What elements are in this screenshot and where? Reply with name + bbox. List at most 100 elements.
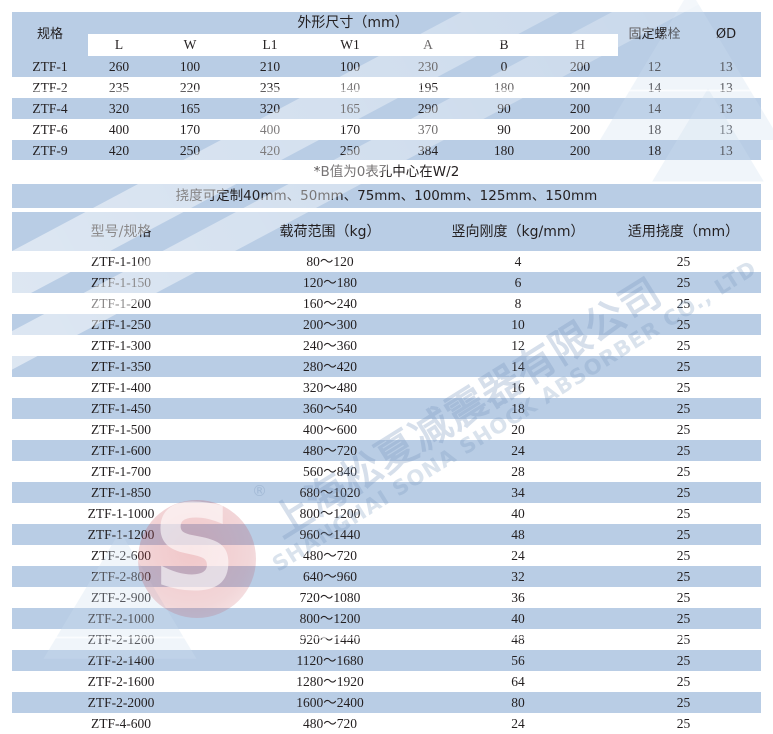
table-row: ZTF-1-600 480～720 24 25 (12, 440, 761, 461)
cell-B: 90 (497, 121, 511, 137)
table-row: ZTF-6 400 170 400 170 370 90 200 18 13 (12, 119, 762, 140)
cell-load: 240～360 (303, 337, 357, 353)
cell-B: 0 (500, 58, 508, 74)
cell-load: 560～840 (303, 463, 357, 479)
cell-stiffness: 40 (511, 505, 525, 521)
table-row: ZTF-1-150 120～180 6 25 (12, 272, 761, 293)
cell-model: ZTF-1-400 (91, 379, 151, 395)
cell-A: 384 (417, 142, 439, 158)
cell-B: 180 (493, 79, 515, 95)
cell-model: ZTF-1-300 (91, 337, 151, 353)
cell-W: 250 (179, 142, 201, 158)
cell-load: 280～420 (303, 358, 357, 374)
cell-stiffness: 40 (511, 610, 525, 626)
cell-B: 90 (497, 100, 511, 116)
table-row: ZTF-1 260 100 210 100 230 0 200 12 13 (12, 56, 762, 77)
table-row: ZTF-1-500 400～600 20 25 (12, 419, 761, 440)
table-row: ZTF-2-1200 920～1440 48 25 (12, 629, 761, 650)
cell-A: 370 (417, 121, 439, 137)
header-fixing-bolt: 固定螺栓 (618, 12, 692, 56)
cell-load: 480～720 (303, 547, 357, 563)
cell-L1: 420 (259, 142, 281, 158)
cell-L: 420 (108, 142, 130, 158)
cell-deflection: 25 (676, 358, 691, 374)
cell-load: 720～1080 (299, 589, 361, 605)
cell-load: 480～720 (303, 442, 357, 458)
cell-H: 200 (569, 142, 591, 158)
cell-W1: 250 (339, 142, 361, 158)
table-row: ZTF-1-850 680～1020 34 25 (12, 482, 761, 503)
subheader-A: A (390, 34, 466, 56)
cell-stiffness: 14 (511, 358, 525, 374)
cell-deflection: 25 (676, 631, 691, 647)
cell-L: 320 (108, 100, 130, 116)
cell-stiffness: 80 (511, 694, 525, 710)
header-outline-dimensions: 外形尺寸（mm） (88, 12, 619, 34)
cell-W: 170 (179, 121, 201, 137)
cell-model: ZTF-2-2000 (87, 694, 155, 710)
cell-dia: 13 (719, 142, 733, 158)
cell-spec: ZTF-2 (32, 79, 68, 95)
table-row: ZTF-2-1000 800～1200 40 25 (12, 608, 761, 629)
cell-deflection: 25 (676, 610, 691, 626)
note-custom-deflection: 挠度可定制40mm、50mm、75mm、100mm、125mm、150mm (12, 184, 761, 208)
header-load-range: 载荷范围（kg） (279, 223, 381, 240)
table-row: ZTF-2-600 480～720 24 25 (12, 545, 761, 566)
cell-stiffness: 56 (511, 652, 525, 668)
cell-load: 80～120 (306, 253, 354, 269)
cell-stiffness: 34 (511, 484, 525, 500)
cell-W: 165 (179, 100, 201, 116)
cell-L1: 235 (259, 79, 281, 95)
cell-deflection: 25 (676, 526, 691, 542)
cell-spec: ZTF-6 (32, 121, 68, 137)
cell-stiffness: 28 (511, 463, 525, 479)
load-table: 型号/规格 载荷范围（kg） 竖向刚度（kg/mm） 适用挠度（mm） ZTF-… (12, 212, 761, 734)
cell-model: ZTF-1-250 (91, 316, 151, 332)
cell-stiffness: 36 (511, 589, 525, 605)
header-vertical-stiffness: 竖向刚度（kg/mm） (451, 223, 585, 240)
cell-deflection: 25 (676, 463, 691, 479)
cell-deflection: 25 (676, 505, 691, 521)
subheader-L1: L1 (230, 34, 310, 56)
cell-stiffness: 64 (511, 673, 525, 689)
cell-model: ZTF-2-1600 (87, 673, 155, 689)
cell-model: ZTF-1-150 (91, 274, 151, 290)
cell-deflection: 25 (676, 589, 691, 605)
cell-load: 800～1200 (299, 610, 361, 626)
table-row: ZTF-1-300 240～360 12 25 (12, 335, 761, 356)
table-row: ZTF-2-1400 1120～1680 56 25 (12, 650, 761, 671)
cell-dia: 13 (719, 121, 733, 137)
cell-bolt: 14 (647, 100, 662, 116)
dimension-table-header-top: 规格 外形尺寸（mm） 固定螺栓 ØD (12, 12, 762, 56)
table-row: ZTF-4 320 165 320 165 290 90 200 14 13 (12, 98, 762, 119)
cell-bolt: 18 (647, 142, 662, 158)
cell-A: 290 (417, 100, 439, 116)
cell-L: 235 (108, 79, 130, 95)
cell-B: 180 (493, 142, 515, 158)
cell-deflection: 25 (676, 673, 691, 689)
cell-deflection: 25 (676, 379, 691, 395)
table-row: ZTF-2 235 220 235 140 195 180 200 14 13 (12, 77, 762, 98)
cell-A: 195 (417, 79, 439, 95)
cell-load: 960～1440 (299, 526, 361, 542)
note-b-value: *B值为0表孔中心在W/2 (12, 160, 761, 184)
load-table-header: 型号/规格 载荷范围（kg） 竖向刚度（kg/mm） 适用挠度（mm） (12, 212, 761, 251)
dimension-table: 规格 外形尺寸（mm） 固定螺栓 ØD L W L1 W1 A B H ZTF-… (12, 12, 762, 161)
cell-H: 200 (569, 121, 591, 137)
subheader-W1: W1 (310, 34, 390, 56)
table-row: ZTF-1-200 160～240 8 25 (12, 293, 761, 314)
header-spec: 规格 (12, 12, 88, 56)
cell-H: 200 (569, 79, 591, 95)
cell-model: ZTF-1-100 (91, 253, 151, 269)
cell-load: 680～1020 (299, 484, 361, 500)
cell-dia: 13 (719, 79, 733, 95)
cell-W: 100 (179, 58, 201, 74)
cell-model: ZTF-1-1000 (87, 505, 155, 521)
cell-load: 400～600 (303, 421, 357, 437)
cell-model: ZTF-1-600 (91, 442, 151, 458)
cell-model: ZTF-2-600 (91, 547, 151, 563)
cell-deflection: 25 (676, 316, 691, 332)
cell-W: 220 (179, 79, 201, 95)
cell-deflection: 25 (676, 484, 691, 500)
cell-bolt: 18 (647, 121, 662, 137)
